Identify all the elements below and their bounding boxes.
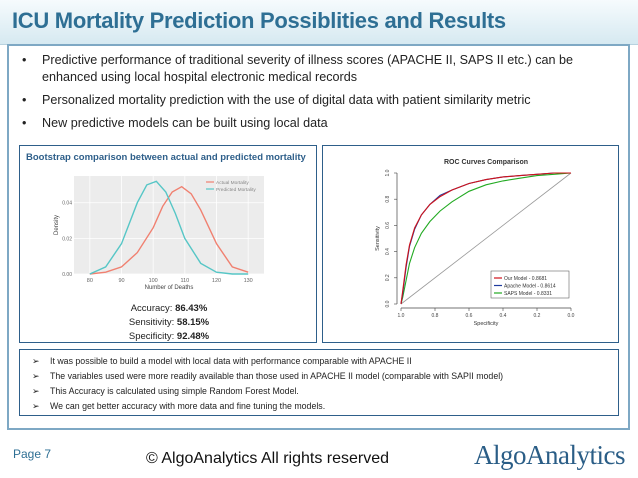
legend-box [490, 270, 570, 299]
finding-item: ➢ We can get better accuracy with more da… [32, 399, 618, 414]
x-tick-label: 0.8 [432, 313, 439, 319]
density-chart: 80 90 100 110 120 130 0.00 0.02 0.04 Actual Morta… [54, 176, 264, 291]
accuracy-value: 86.43% [175, 303, 208, 314]
x-tick-label: 80 [87, 278, 93, 284]
specificity-line: Specificity: 92.48% [20, 330, 318, 344]
y-tick-label: 0.8 [385, 196, 391, 203]
y-axis-label: Density [54, 215, 60, 235]
y-axis-label: Sensitivity [375, 226, 381, 251]
title-bar: ICU Mortality Prediction Possiblities an… [0, 0, 638, 45]
arrow-bullet-icon: ➢ [32, 356, 40, 366]
bullet-list: • Predictive performance of traditional s… [22, 52, 622, 138]
findings-box: ➢ It was possible to build a model with l… [19, 349, 619, 416]
page-number: Page 7 [13, 447, 52, 461]
finding-item: ➢ It was possible to build a model with l… [32, 354, 618, 369]
copyright-text: © AlgoAnalytics All rights reserved [146, 450, 390, 467]
x-tick-label: 0.0 [568, 313, 575, 319]
y-tick-label: 0.2 [385, 274, 391, 281]
y-tick-label: 0.0 [385, 300, 391, 307]
specificity-value: 92.48% [176, 331, 210, 342]
slide-title: ICU Mortality Prediction Possiblities an… [12, 8, 506, 33]
roc-chart: ROC Curves Comparison 0.0 0.2 0.4 0.6 0.8 1.0 1… [375, 159, 575, 327]
legend-label: SAPS Model - 0.8331 [504, 291, 552, 297]
roc-panel: ROC Curves Comparison 0.0 0.2 0.4 0.6 0.8 1.0 1… [322, 145, 619, 343]
metrics-block: Accuracy: 86.43% Sensitivity: 58.15% Spe… [20, 302, 318, 344]
sensitivity-value: 58.15% [176, 317, 210, 328]
arrow-bullet-icon: ➢ [32, 386, 40, 396]
x-axis-label: Specificity [474, 321, 499, 327]
legend-label: Our Model - 0.8681 [504, 276, 547, 282]
bullet-text: Predictive performance of traditional se… [42, 53, 574, 84]
finding-text: We can get better accuracy with more dat… [50, 401, 326, 411]
legend-label: Apache Model - 0.8614 [504, 283, 556, 289]
roc-title: ROC Curves Comparison [444, 159, 528, 166]
reference-diagonal [400, 172, 572, 305]
finding-text: It was possible to build a model with lo… [50, 356, 412, 366]
x-tick-label: 110 [180, 278, 189, 284]
sensitivity-label: Sensitivity: [128, 317, 175, 328]
arrow-bullet-icon: ➢ [32, 401, 40, 411]
accuracy-label: Accuracy: [130, 303, 173, 314]
bullet-dot-icon: • [22, 53, 27, 67]
bullet-item: • New predictive models can be built usin… [22, 115, 622, 132]
series-line-0 [89, 185, 249, 275]
y-tick-label: 0.00 [62, 272, 72, 278]
x-tick-label: 0.2 [534, 313, 541, 319]
bullet-dot-icon: • [22, 93, 27, 107]
bullet-item: • Predictive performance of traditional s… [22, 52, 622, 86]
bootstrap-panel: Bootstrap comparison between actual and … [19, 145, 317, 343]
bullet-dot-icon: • [22, 116, 27, 130]
bullet-item: • Personalized mortality prediction with … [22, 92, 622, 109]
x-tick-label: 1.0 [398, 313, 405, 319]
legend-label: Actual Mortality [216, 180, 249, 186]
finding-item: ➢ The variables used were more readily av… [32, 369, 618, 384]
finding-text: The variables used were more readily ava… [50, 371, 504, 381]
series-line-1 [89, 180, 249, 275]
bullet-text: New predictive models can be built using… [42, 116, 328, 130]
findings-list: ➢ It was possible to build a model with l… [20, 350, 618, 414]
specificity-label: Specificity: [128, 331, 175, 342]
plot-background [74, 176, 264, 274]
roc-series-2 [400, 172, 572, 305]
x-tick-label: 0.6 [466, 313, 473, 319]
roc-series-0 [400, 172, 571, 305]
bootstrap-panel-title: Bootstrap comparison between actual and … [26, 152, 306, 163]
y-tick-label: 0.04 [62, 201, 72, 207]
x-tick-label: 120 [212, 278, 221, 284]
finding-text: This Accuracy is calculated using simple… [50, 386, 299, 396]
x-tick-label: 90 [118, 278, 124, 284]
legend-label: Predicted Mortality [216, 187, 256, 193]
x-tick-label: 100 [149, 278, 158, 284]
y-tick-label: 0.02 [62, 236, 72, 242]
algoanalytics-logo: AlgoAnalytics [474, 440, 625, 470]
finding-item: ➢ This Accuracy is calculated using simpl… [32, 384, 618, 399]
arrow-bullet-icon: ➢ [32, 371, 40, 381]
x-tick-label: 130 [244, 278, 253, 284]
y-tick-label: 1.0 [385, 169, 391, 176]
sensitivity-line: Sensitivity: 58.15% [20, 316, 318, 330]
accuracy-line: Accuracy: 86.43% [20, 302, 318, 316]
bullet-text: Personalized mortality prediction with t… [42, 93, 531, 107]
x-axis-label: Number of Deaths [145, 285, 194, 291]
y-tick-label: 0.6 [385, 222, 391, 229]
y-tick-label: 0.4 [385, 248, 391, 255]
x-tick-label: 0.4 [500, 313, 507, 319]
